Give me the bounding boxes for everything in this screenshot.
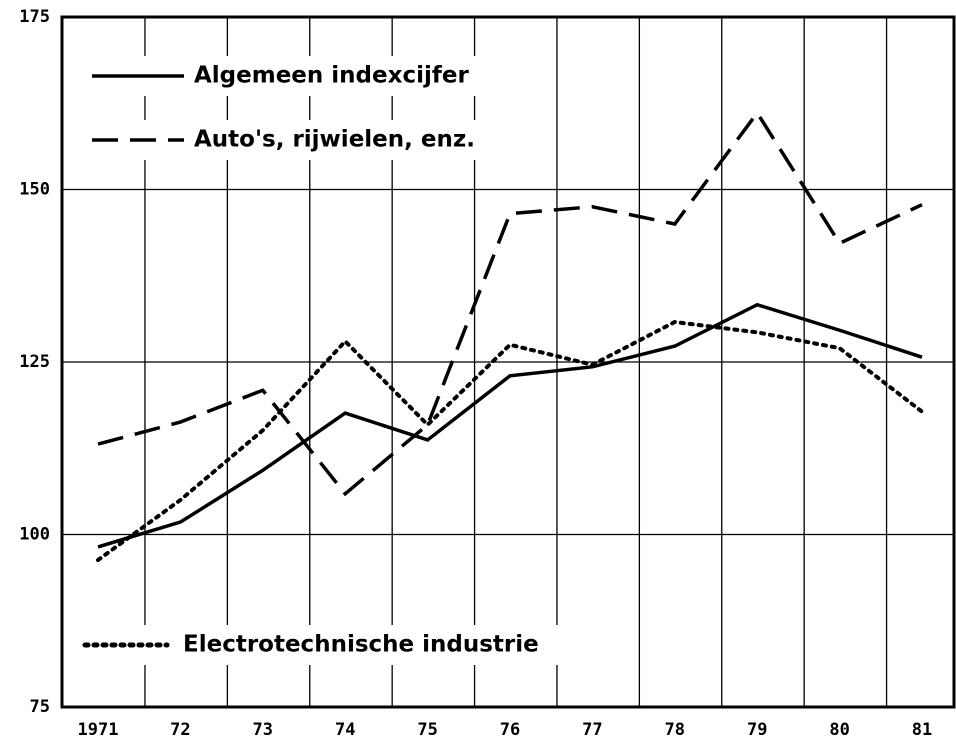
x-tick-label: 79: [747, 720, 767, 740]
x-tick-label: 73: [253, 720, 273, 740]
y-tick-label: 175: [19, 7, 50, 27]
x-tick-label: 78: [665, 720, 685, 740]
series-line: [97, 109, 923, 497]
y-tick-label: 150: [19, 180, 50, 200]
x-tick-label: 77: [582, 720, 602, 740]
x-tick-label: 80: [829, 720, 849, 740]
x-tick-label: 75: [417, 720, 437, 740]
series-line: [96, 319, 924, 563]
x-tick-label: 1971: [78, 720, 119, 740]
y-tick-label: 75: [30, 697, 50, 717]
legend-bg: [86, 120, 516, 160]
x-tick-label: 76: [500, 720, 520, 740]
series-line: [97, 302, 923, 549]
y-tick-label: 100: [19, 525, 50, 545]
legend-label: Algemeen indexcijfer: [194, 63, 469, 89]
legend-label: Electrotechnische industrie: [183, 632, 539, 658]
x-tick-label: 74: [335, 720, 355, 740]
x-tick-label: 72: [170, 720, 190, 740]
x-tick-label: 81: [912, 720, 932, 740]
y-tick-label: 125: [19, 352, 50, 372]
legend-label: Auto's, rijwielen, enz.: [194, 127, 475, 153]
